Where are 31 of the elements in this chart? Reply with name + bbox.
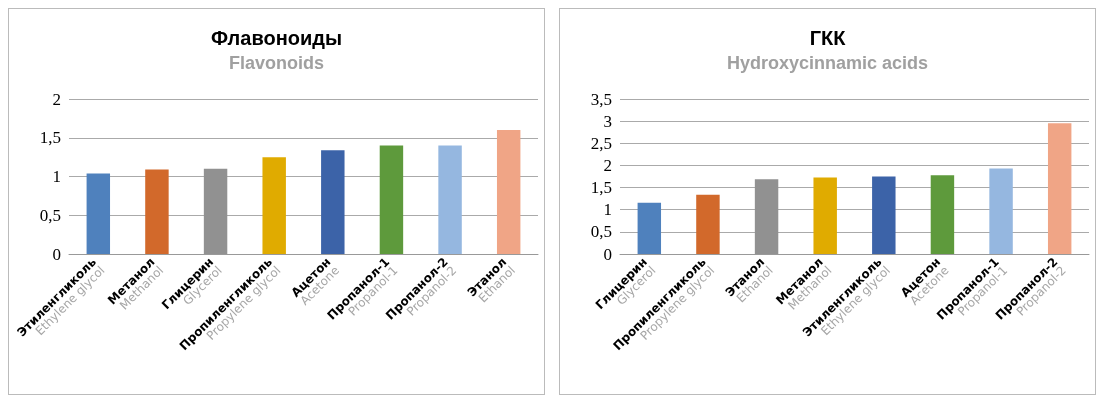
- bar: [145, 169, 169, 254]
- y-tick-label: 1: [52, 167, 61, 186]
- bar: [696, 194, 720, 254]
- bar: [379, 145, 404, 254]
- bar: [86, 173, 111, 254]
- y-tick-label: 0: [52, 244, 61, 264]
- bar: [989, 168, 1013, 254]
- bar: [321, 150, 345, 254]
- chart-subtitle: Hydroxycinnamic acids: [726, 53, 929, 73]
- bar: [438, 145, 462, 254]
- y-tick-label: 2: [603, 155, 612, 175]
- chart-title: ГКК: [809, 27, 847, 49]
- y-tick-label: 2,5: [590, 133, 612, 153]
- bar: [496, 130, 521, 254]
- bar: [872, 176, 896, 254]
- y-tick-label: 3: [603, 111, 612, 131]
- y-tick-label: 0,5: [590, 222, 612, 242]
- bar: [930, 175, 955, 254]
- y-tick-label: 0,5: [39, 205, 61, 225]
- chart-subtitle: Flavonoids: [228, 53, 325, 73]
- bar: [637, 202, 662, 254]
- y-tick-label: 1,5: [590, 178, 612, 198]
- y-tick-label: 0: [603, 244, 612, 264]
- bar: [262, 157, 286, 254]
- bar: [1047, 123, 1072, 254]
- y-tick-label: 1: [603, 200, 612, 220]
- bar: [813, 177, 837, 254]
- y-tick-label: 1,5: [39, 128, 61, 148]
- chart-title: Флавоноиды: [210, 27, 343, 49]
- y-tick-label: 3,5: [590, 89, 612, 109]
- y-tick-label: 2: [52, 89, 61, 109]
